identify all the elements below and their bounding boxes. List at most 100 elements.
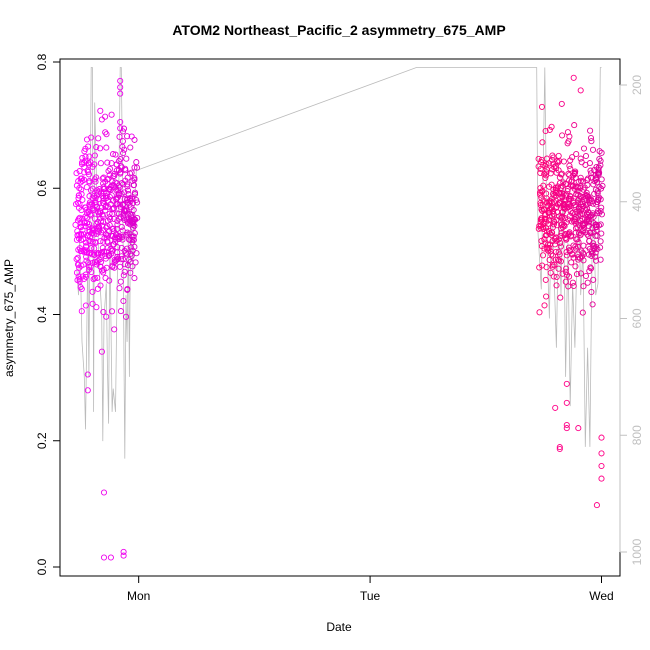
data-point: [560, 158, 567, 165]
data-point: [579, 210, 586, 217]
data-point: [130, 206, 137, 214]
data-point: [131, 243, 138, 250]
outlier-point: [552, 404, 559, 411]
y2-tick-label: 1000: [630, 538, 644, 565]
outlier-point: [563, 399, 570, 406]
data-point: [598, 211, 605, 218]
data-point: [567, 165, 574, 172]
data-point: [574, 236, 581, 243]
data-point: [551, 235, 558, 242]
data-point: [578, 159, 585, 166]
outlier-point: [556, 444, 563, 451]
data-point: [549, 208, 557, 215]
data-point: [116, 201, 123, 208]
data-point: [550, 273, 557, 280]
data-point: [76, 264, 83, 271]
data-point: [85, 143, 92, 150]
outlier-point: [84, 387, 91, 394]
data-point: [546, 244, 553, 251]
data-point: [575, 230, 583, 237]
data-point: [588, 138, 595, 145]
data-point: [545, 227, 553, 234]
outlier-point: [128, 133, 135, 140]
x-axis: Mon Tue Wed: [127, 575, 614, 603]
data-point: [596, 183, 603, 191]
data-point: [122, 167, 129, 174]
data-point: [83, 257, 90, 264]
data-point: [119, 138, 126, 145]
data-point: [79, 196, 86, 203]
data-point: [542, 174, 549, 182]
data-point: [558, 170, 565, 177]
data-point: [566, 192, 574, 199]
y-axis: 0.0 0.2 0.4 0.6 0.8: [35, 53, 61, 575]
data-point: [87, 187, 95, 194]
data-point: [126, 211, 133, 218]
data-point: [73, 269, 81, 276]
data-point: [586, 200, 593, 207]
data-point: [127, 244, 134, 251]
data-point: [568, 259, 575, 266]
data-point: [95, 223, 102, 230]
x-tick-label: Wed: [589, 589, 613, 603]
data-point: [86, 221, 93, 228]
data-point: [597, 196, 604, 203]
data-point: [548, 251, 555, 258]
data-point: [121, 268, 128, 275]
y2-tick-label: 600: [630, 308, 644, 328]
data-point: [78, 186, 85, 193]
data-point: [557, 239, 564, 246]
data-point: [573, 150, 580, 158]
data-point: [82, 243, 89, 250]
data-point: [586, 160, 593, 167]
data-point: [131, 136, 138, 143]
data-point: [104, 159, 111, 166]
data-point: [82, 204, 89, 211]
outlier-point: [563, 425, 570, 432]
data-point: [558, 100, 565, 107]
data-point: [82, 153, 89, 160]
data-point: [110, 225, 117, 232]
data-point: [546, 126, 553, 133]
data-point: [116, 285, 123, 292]
data-point: [120, 150, 127, 157]
data-point: [596, 194, 603, 201]
data-point: [536, 309, 543, 316]
data-point: [95, 135, 102, 142]
data-point: [579, 249, 587, 256]
data-point: [83, 249, 90, 256]
x-tick-label: Mon: [127, 589, 150, 603]
data-point: [555, 249, 562, 256]
data-point: [108, 192, 115, 199]
data-point: [550, 217, 557, 224]
data-point: [103, 131, 110, 138]
data-point: [127, 269, 134, 276]
data-point: [120, 272, 127, 279]
data-point: [587, 264, 594, 271]
data-point: [132, 259, 139, 266]
data-point: [579, 309, 586, 316]
data-point: [590, 276, 597, 283]
outlier-point: [556, 445, 563, 453]
data-point: [545, 220, 552, 227]
data-point: [88, 134, 95, 141]
data-point: [102, 113, 109, 120]
data-point: [542, 127, 549, 135]
data-point: [563, 236, 570, 243]
data-point: [539, 252, 547, 259]
data-point: [91, 275, 98, 282]
data-point: [91, 251, 98, 259]
data-point: [107, 216, 114, 223]
data-point: [93, 304, 100, 311]
data-point: [592, 243, 600, 250]
data-point: [86, 153, 93, 160]
data-point: [102, 252, 109, 260]
data-point: [599, 182, 606, 189]
data-point: [73, 170, 80, 177]
data-point: [108, 111, 115, 118]
data-point: [572, 245, 580, 252]
data-point: [547, 269, 554, 276]
data-point: [598, 176, 605, 183]
data-point: [537, 169, 544, 177]
